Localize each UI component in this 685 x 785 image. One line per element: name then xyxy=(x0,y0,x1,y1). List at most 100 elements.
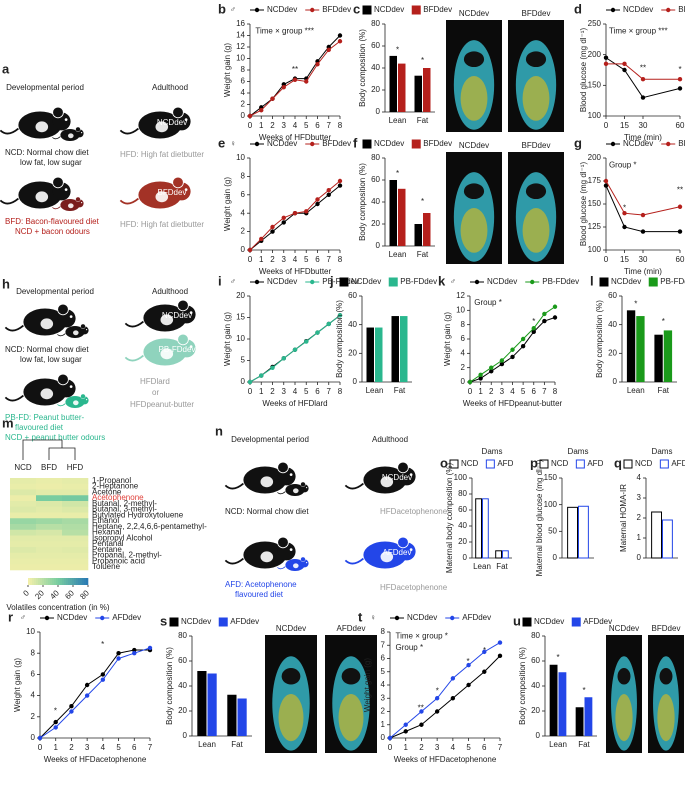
legend-label: BFDdev xyxy=(678,139,685,148)
legend-dot xyxy=(310,141,315,147)
annotation: * xyxy=(532,317,535,326)
y-tick-label: 8 xyxy=(381,627,386,636)
annotation: * xyxy=(662,317,665,326)
column-label: HFD xyxy=(67,463,84,472)
heat-cell xyxy=(62,547,89,554)
data-point xyxy=(259,373,264,378)
y-tick-label: 6 xyxy=(241,77,246,86)
y-axis-label: Body composition (%) xyxy=(335,300,344,378)
colorbar-tick-label: 0 xyxy=(21,588,31,598)
y-tick-label: 6 xyxy=(381,654,386,663)
y-tick-label: 2 xyxy=(241,227,246,236)
heat-cell xyxy=(62,564,89,571)
data-point xyxy=(434,709,440,714)
colorbar-step xyxy=(58,578,61,585)
legend-label: AFDdev xyxy=(112,613,141,622)
mouse-belly xyxy=(293,488,299,494)
x-tick-label: 3 xyxy=(85,743,90,752)
y-tick-label: 4 xyxy=(31,691,36,700)
panel-letter: i xyxy=(218,273,222,288)
colorbar-step xyxy=(50,578,53,585)
mouse-belly xyxy=(160,314,174,326)
annotation: * xyxy=(582,686,585,695)
data-point xyxy=(315,330,320,335)
y-tick-label: 1 xyxy=(381,720,386,729)
x-tick-label: 2 xyxy=(270,255,275,264)
data-point xyxy=(259,236,264,242)
image-label: NCDdev xyxy=(459,141,489,150)
bar xyxy=(475,498,483,559)
mouse-ear xyxy=(52,176,64,189)
image-label: AFDdev xyxy=(337,624,366,633)
image-label: BFDdev xyxy=(522,141,551,150)
legend-label: AFD xyxy=(671,459,685,468)
diagram-label: HFDlard xyxy=(140,377,170,386)
x-tick-label: 4 xyxy=(293,255,298,264)
mouse-eye xyxy=(86,399,88,401)
legend-dot xyxy=(610,7,616,13)
heat-cell xyxy=(36,524,63,531)
panel-letter: b xyxy=(218,1,226,16)
mouse-eye xyxy=(184,118,188,121)
legend-label: PB-FDdev xyxy=(542,277,579,286)
mouse-belly xyxy=(155,191,169,203)
y-tick-label: 40 xyxy=(531,681,540,690)
legend-dot xyxy=(310,7,315,13)
mouse-tail xyxy=(52,136,61,140)
y-tick-label: 150 xyxy=(588,80,602,89)
legend-swatch xyxy=(388,277,398,287)
y-tick-label: 200 xyxy=(588,50,602,59)
mouse-icon xyxy=(0,176,71,209)
mouse-icon xyxy=(224,461,296,494)
data-point xyxy=(270,96,275,101)
data-point xyxy=(53,719,58,725)
legend-swatch xyxy=(485,459,495,469)
y-tick-label: 20 xyxy=(371,85,380,94)
data-point xyxy=(677,204,683,209)
legend-swatch xyxy=(169,617,179,627)
legend-swatch xyxy=(571,617,581,627)
image-label: BFDdev xyxy=(522,9,551,18)
y-tick-label: 2 xyxy=(637,513,642,522)
annotation: * xyxy=(634,300,637,309)
data-point xyxy=(622,211,627,216)
legend-label: NCDdev xyxy=(623,139,653,148)
annotation: Time × group * xyxy=(396,631,448,640)
sex-symbol: ♂ xyxy=(450,277,456,286)
data-point xyxy=(337,33,343,38)
data-point xyxy=(84,682,90,688)
legend-dot xyxy=(254,279,260,285)
colorbar-step xyxy=(80,578,83,585)
mouse-belly xyxy=(380,476,394,488)
y-tick-label: 200 xyxy=(588,153,602,162)
data-point xyxy=(69,709,74,714)
colorbar-tick-label: 60 xyxy=(63,588,76,601)
mri-lung xyxy=(341,668,361,685)
series-line xyxy=(249,35,341,117)
heat-cell xyxy=(10,483,37,490)
data-point xyxy=(510,347,515,352)
legend-label: NCDdev xyxy=(374,5,404,14)
colorbar-step xyxy=(86,578,89,585)
diagram-label: HFDacetophenone xyxy=(380,507,448,516)
heat-cell xyxy=(62,535,89,542)
x-tick-label: 5 xyxy=(521,387,526,396)
mouse-ear xyxy=(397,461,409,474)
diagram-label: Developmental period xyxy=(6,83,84,92)
sex-symbol: ♂ xyxy=(230,277,236,286)
colorbar-step xyxy=(40,578,43,585)
x-tick-label: 1 xyxy=(478,387,483,396)
x-tick-label: 0 xyxy=(468,387,473,396)
x-tick-label: Fat xyxy=(496,562,508,571)
data-point xyxy=(603,55,609,60)
legend-label: NCDdev xyxy=(534,617,564,626)
heat-cell xyxy=(10,512,37,519)
mouse-belly xyxy=(68,203,74,209)
mouse-eye xyxy=(184,188,188,191)
colorbar-step xyxy=(76,578,79,585)
bar xyxy=(482,498,489,559)
mouse-ear xyxy=(75,126,81,132)
data-point xyxy=(520,343,526,349)
annotation: Time × group *** xyxy=(255,26,314,35)
mouse-tail xyxy=(57,333,66,337)
